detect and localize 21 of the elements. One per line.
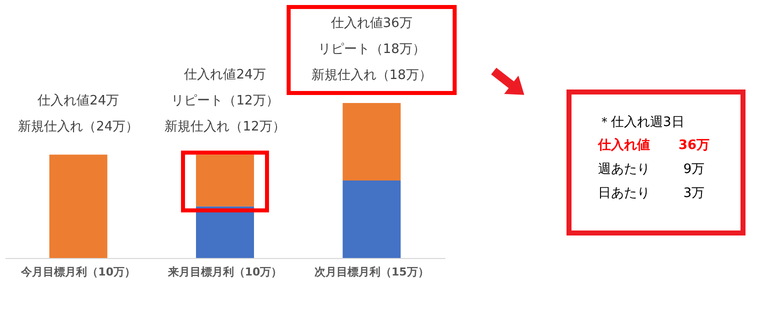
bar <box>49 154 108 258</box>
annotation: 仕入れ値24万 <box>36 94 120 109</box>
text: リピート（18万） <box>318 42 426 57</box>
text: 9万 <box>683 162 705 177</box>
data-label: 新規仕入れ（18万） <box>311 68 432 83</box>
text: 週あたり <box>598 162 650 177</box>
data-label: 新規仕入れ（24万） <box>18 120 139 135</box>
text: 仕入れ値36万 <box>330 16 412 31</box>
data-label: 新規仕入れ（12万） <box>164 120 286 135</box>
text: ＊仕入れ週3日 <box>598 115 684 130</box>
text: 仕入れ値24万 <box>183 68 266 83</box>
text: 3万 <box>683 186 705 201</box>
annotation: リピート（12万） <box>171 94 279 109</box>
x-tick-label: 来月目標月利（10万） <box>166 266 282 278</box>
text: 36万 <box>678 138 710 153</box>
text: 仕入れ値 <box>597 137 650 153</box>
bar <box>342 103 401 180</box>
bar <box>342 180 401 258</box>
x-tick-label: 今月目標月利（10万） <box>20 266 136 278</box>
x-tick-label: 次月目標月利（15万） <box>314 266 429 278</box>
text: 日あたり <box>598 186 650 201</box>
